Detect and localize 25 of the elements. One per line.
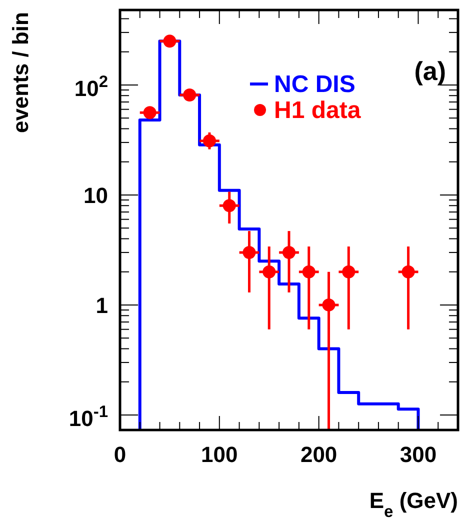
legend-label: NC DIS bbox=[274, 71, 356, 98]
point bbox=[322, 298, 336, 312]
point bbox=[402, 265, 415, 278]
x-tick-label: 300 bbox=[400, 442, 437, 467]
point bbox=[342, 265, 356, 278]
point bbox=[202, 134, 216, 148]
y-tick-label: 10$^{2}$ bbox=[74, 72, 108, 101]
point bbox=[242, 246, 256, 259]
legend-label: H1 data bbox=[274, 97, 362, 124]
x-tick-label: 0 bbox=[114, 442, 126, 467]
point bbox=[302, 265, 316, 278]
point bbox=[143, 106, 156, 120]
y-tick-label: 1 bbox=[96, 292, 108, 318]
point bbox=[183, 88, 196, 102]
point bbox=[222, 199, 236, 212]
y-tick-label: 10 bbox=[84, 182, 108, 208]
x-tick-label: 100 bbox=[201, 442, 238, 467]
x-tick-label: 200 bbox=[300, 442, 338, 467]
y-axis-title: events / bin bbox=[8, 12, 33, 134]
point bbox=[282, 246, 296, 259]
point bbox=[262, 265, 276, 278]
x-axis-title: E$_{e}$ (GeV) bbox=[369, 488, 458, 520]
annotation: (a) bbox=[414, 56, 446, 86]
y-tick-label: 10$^{-1}$ bbox=[68, 402, 108, 431]
point bbox=[163, 34, 176, 48]
